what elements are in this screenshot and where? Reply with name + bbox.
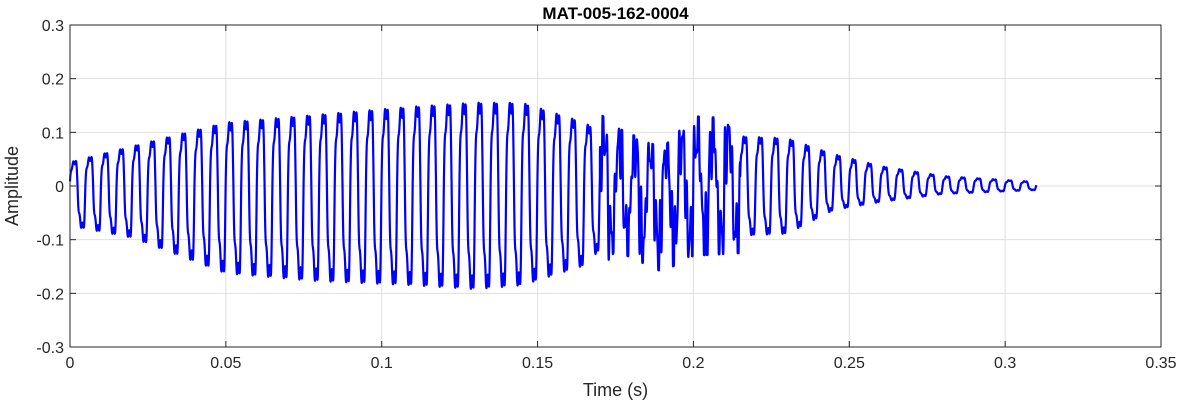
y-tick-label: -0.2 [36,286,64,303]
x-tick-label: 0.3 [994,355,1016,372]
chart-title: MAT-005-162-0004 [542,4,689,23]
y-tick-label: 0 [55,179,64,196]
x-axis-label: Time (s) [583,380,648,400]
y-tick-label: -0.1 [36,233,64,250]
y-tick-label: -0.3 [36,340,64,357]
x-tick-label: 0 [66,355,75,372]
plot-area [68,101,1038,290]
amplitude-series-line [68,101,1038,290]
x-tick-label: 0.25 [834,355,865,372]
y-axis-label: Amplitude [2,146,22,226]
tick-marks [69,24,1162,348]
y-tick-label: 0.1 [42,125,64,142]
y-tick-labels: -0.3 -0.2 -0.1 0 0.1 0.2 0.3 [36,18,64,357]
y-tick-label: 0.3 [42,18,64,35]
y-tick-label: 0.2 [42,72,64,89]
x-tick-label: 0.05 [210,355,241,372]
x-tick-label: 0.15 [522,355,553,372]
grid [69,24,1162,348]
x-tick-labels: 0 0.05 0.1 0.15 0.2 0.25 0.3 0.35 [66,355,1177,372]
x-tick-label: 0.2 [682,355,704,372]
x-tick-label: 0.35 [1145,355,1176,372]
x-tick-label: 0.1 [371,355,393,372]
